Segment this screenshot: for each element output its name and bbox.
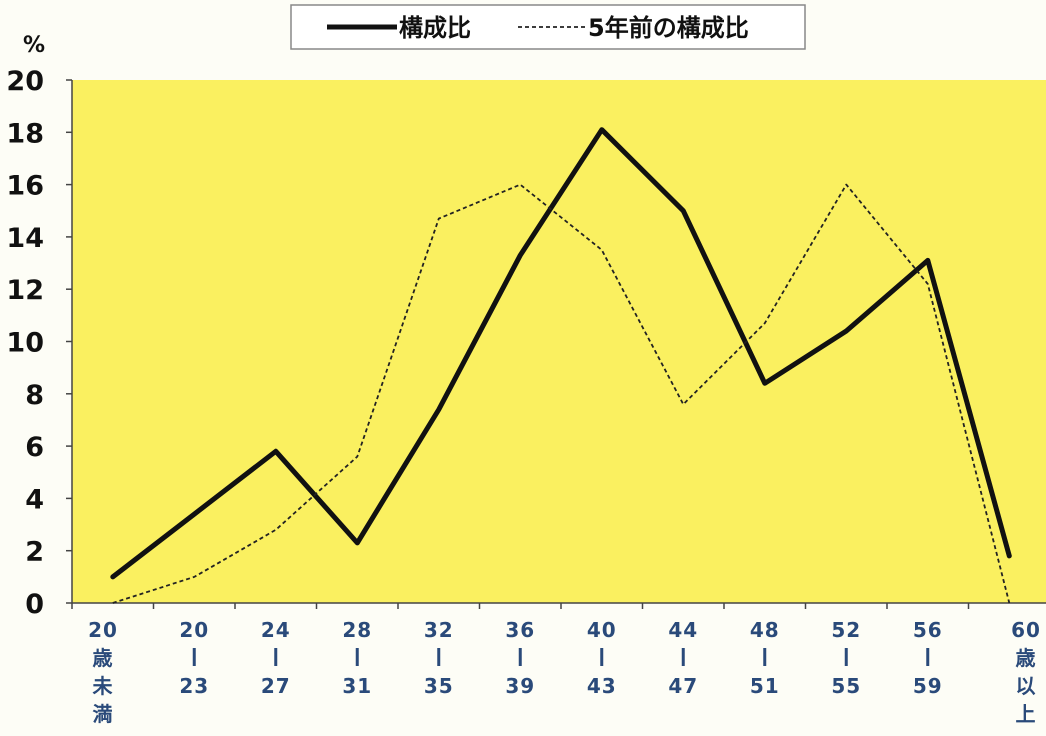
legend-label-previous: 5年前の構成比 xyxy=(588,14,749,42)
x-tick-label: 満 xyxy=(93,702,114,726)
x-tick-label: 60 xyxy=(1011,618,1041,642)
y-tick-label: 18 xyxy=(6,118,44,149)
x-tick-label: 52 xyxy=(831,618,861,642)
x-tick-label: 44 xyxy=(668,618,698,642)
x-tick-label: 23 xyxy=(179,674,209,698)
y-tick-label: 12 xyxy=(6,275,44,306)
y-tick-label: 2 xyxy=(25,537,44,568)
x-tick-label: 未 xyxy=(93,674,114,698)
x-tick-label: 27 xyxy=(261,674,291,698)
x-tick-label: 28 xyxy=(342,618,372,642)
x-tick-label: 32 xyxy=(424,618,454,642)
x-tick-label: 47 xyxy=(668,674,698,698)
x-tick-label: 上 xyxy=(1016,702,1037,726)
x-tick-label: 歳 xyxy=(93,646,114,670)
y-tick-label: 20 xyxy=(6,66,44,97)
y-tick-label: 8 xyxy=(25,380,44,411)
x-tick-label: 35 xyxy=(424,674,454,698)
y-tick-label: 6 xyxy=(25,432,44,463)
x-tick-label: 24 xyxy=(261,618,291,642)
x-tick-label: 40 xyxy=(587,618,617,642)
y-tick-label: 10 xyxy=(6,328,44,359)
x-tick-label: 43 xyxy=(587,674,617,698)
x-tick-label: 20 xyxy=(88,618,118,642)
y-tick-label: 0 xyxy=(25,589,44,620)
x-tick-label: 歳 xyxy=(1016,646,1037,670)
legend-label-current: 構成比 xyxy=(399,14,471,42)
x-tick-label: 48 xyxy=(750,618,780,642)
x-tick-label: 59 xyxy=(913,674,943,698)
x-tick-label: 36 xyxy=(505,618,535,642)
y-tick-label: 14 xyxy=(6,223,44,254)
y-tick-label: 4 xyxy=(25,484,44,515)
x-tick-label: 55 xyxy=(831,674,861,698)
plot-area xyxy=(72,80,1046,603)
y-axis: 0 2 4 6 8 10 12 14 16 18 20 xyxy=(6,66,72,620)
x-tick-label: 31 xyxy=(342,674,372,698)
x-tick-label: 以 xyxy=(1016,674,1037,698)
y-axis-unit-label: % xyxy=(23,33,45,58)
x-tick-label: 39 xyxy=(505,674,535,698)
x-tick-label: 20 xyxy=(179,618,209,642)
legend: 構成比 5年前の構成比 xyxy=(291,5,805,49)
x-axis: 20歳未満20232427283132353639404344474851525… xyxy=(72,603,1046,726)
x-tick-label: 56 xyxy=(913,618,943,642)
x-tick-label: 51 xyxy=(750,674,780,698)
y-tick-label: 16 xyxy=(6,171,44,202)
